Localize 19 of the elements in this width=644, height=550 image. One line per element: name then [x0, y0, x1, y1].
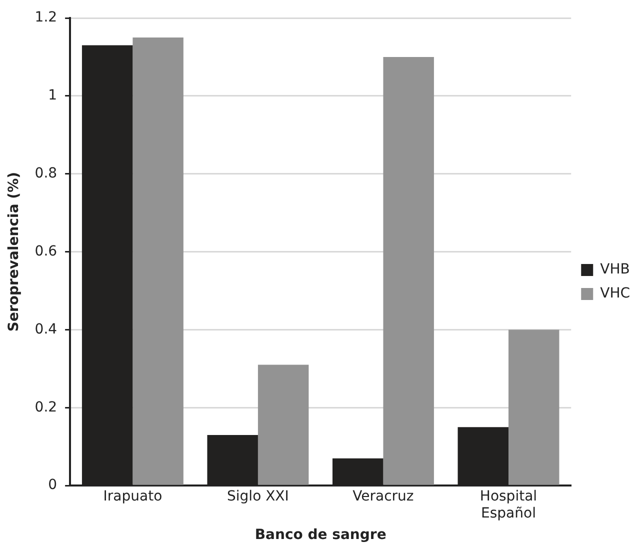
bar — [383, 56, 434, 485]
bar — [258, 364, 309, 485]
bar — [508, 330, 560, 485]
x-tick-label: Siglo XXI — [227, 488, 289, 505]
y-tick-label: 1 — [48, 88, 58, 104]
y-tick-label: 0.6 — [34, 243, 58, 260]
y-tick-label: 0.8 — [34, 166, 58, 182]
y-tick-label: 1.2 — [34, 10, 58, 26]
legend-label: VHC — [600, 286, 630, 302]
x-tick-label: Veracruz — [352, 488, 414, 505]
legend-label: VHB — [600, 262, 630, 278]
bar — [132, 37, 184, 485]
x-tick-label: Hospital Español — [480, 488, 538, 522]
x-axis-title: Banco de sangre — [254, 527, 386, 544]
x-tick-label: Irapuato — [103, 488, 162, 505]
y-tick-label: 0 — [48, 477, 58, 494]
y-tick-label: 0.4 — [34, 321, 58, 338]
y-tick-label: 0.2 — [34, 399, 58, 416]
y-axis-title: Seroprevalencia (%) — [6, 172, 22, 332]
